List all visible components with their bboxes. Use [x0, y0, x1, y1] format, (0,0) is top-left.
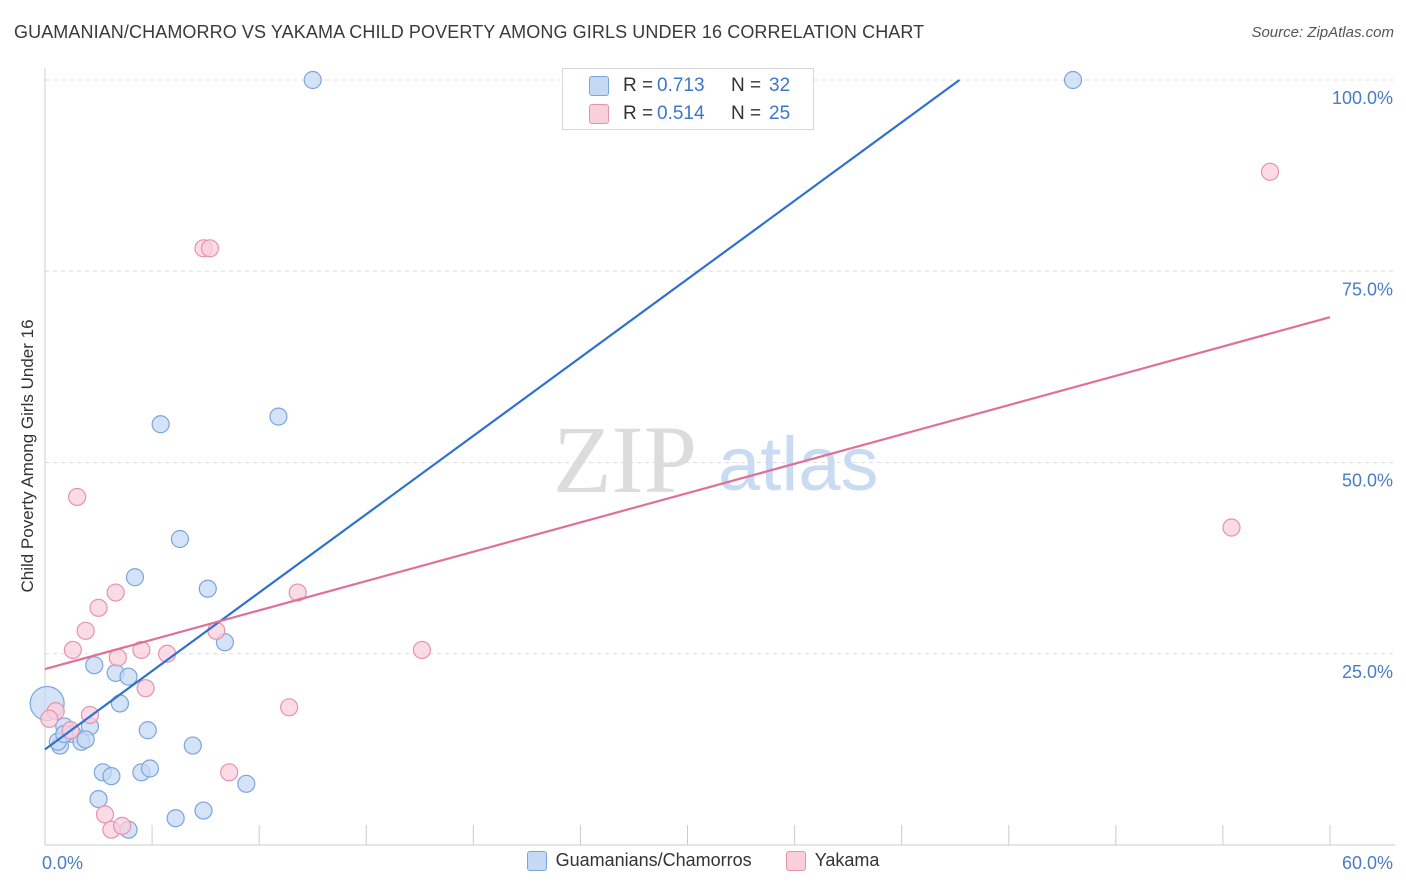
yakama-point	[40, 709, 59, 728]
chart-title: GUAMANIAN/CHAMORRO VS YAKAMA CHILD POVER…	[14, 22, 925, 42]
yakama-point	[136, 679, 155, 698]
x-tick-label: 0.0%	[42, 853, 83, 873]
guamanian-point	[170, 529, 190, 549]
yakama-point	[95, 805, 115, 824]
yakama-point	[68, 487, 87, 507]
guamanian-point	[198, 579, 217, 598]
trend-layer	[44, 79, 1331, 751]
series-legend: Guamanians/Chamorros Yakama	[0, 850, 1406, 871]
legend-n-value: 32	[769, 75, 791, 96]
yakama-point	[132, 640, 151, 660]
guamanian-point	[76, 730, 95, 749]
tick-labels: 25.0% 50.0% 75.0% 100.0% 0.0% 60.0%	[42, 88, 1393, 873]
legend-n-value: 25	[769, 103, 791, 124]
yakama-point	[89, 598, 108, 617]
legend-n-label: N =	[731, 75, 762, 96]
legend-r-value: 0.514	[657, 103, 705, 124]
legend-swatch-pink	[589, 104, 609, 124]
yakama-point	[76, 621, 95, 640]
guamanian-point	[102, 767, 121, 786]
legend-label-guamanians: Guamanians/Chamorros	[555, 850, 752, 870]
guamanian-point	[85, 656, 104, 675]
legend-r-label: R =	[623, 75, 654, 96]
yakama-point	[412, 640, 432, 660]
yakama-point	[200, 239, 220, 258]
source-label: Source: ZipAtlas.com	[1251, 24, 1394, 41]
y-axis-label: Child Poverty Among Girls Under 16	[18, 319, 37, 593]
guamanian-point	[269, 407, 288, 426]
guamanian-point	[183, 736, 202, 755]
guamanian-point	[119, 667, 138, 686]
legend-swatch-blue	[589, 76, 609, 96]
yakama-point	[220, 763, 239, 782]
guamanian-point	[151, 415, 170, 434]
legend-row-guamanian: R = 0.713 N = 32	[589, 75, 790, 97]
watermark-zip: ZIP	[553, 406, 697, 513]
yakama-point	[63, 640, 82, 660]
guamanian-point	[194, 801, 213, 820]
y-tick-label: 75.0%	[1342, 279, 1393, 299]
correlation-legend: R = 0.713 N = 32 R = 0.514 N = 25	[562, 68, 814, 130]
legend-item-guamanians[interactable]: Guamanians/Chamorros	[526, 850, 752, 871]
watermark: ZIP atlas	[553, 406, 879, 513]
legend-label-yakama: Yakama	[814, 850, 880, 870]
yakama-point	[106, 583, 125, 602]
y-tick-label: 50.0%	[1342, 471, 1393, 491]
guamanian-point	[138, 721, 157, 740]
legend-swatch-blue	[526, 850, 547, 871]
guamanian-point	[166, 809, 185, 828]
guamanian-point	[237, 774, 256, 793]
yakama-point	[1260, 162, 1280, 181]
legend-n-label: N =	[731, 103, 762, 124]
y-tick-label: 100.0%	[1332, 88, 1393, 108]
guamanian-point	[125, 568, 145, 587]
watermark-atlas: atlas	[718, 422, 879, 507]
yakama-point	[288, 583, 307, 602]
y-tick-label: 25.0%	[1342, 662, 1393, 682]
guamanian-point	[140, 759, 160, 778]
yakama-point	[1222, 518, 1241, 537]
guamanian-trend-line	[44, 79, 961, 751]
guamanian-point	[303, 70, 322, 90]
yakama-point	[112, 816, 132, 835]
legend-row-yakama: R = 0.514 N = 25	[589, 103, 790, 125]
yakama-point	[280, 698, 299, 717]
legend-r-value: 0.713	[657, 75, 705, 96]
guamanian-point	[1063, 70, 1083, 90]
legend-item-yakama[interactable]: Yakama	[785, 850, 880, 871]
points-layer	[29, 70, 1280, 839]
legend-r-label: R =	[623, 103, 654, 124]
legend-swatch-pink	[785, 850, 806, 871]
guamanian-point	[89, 789, 108, 809]
x-tick-label: 60.0%	[1342, 853, 1393, 873]
grid-layer	[45, 79, 1395, 655]
yakama-trend-line	[44, 316, 1331, 671]
